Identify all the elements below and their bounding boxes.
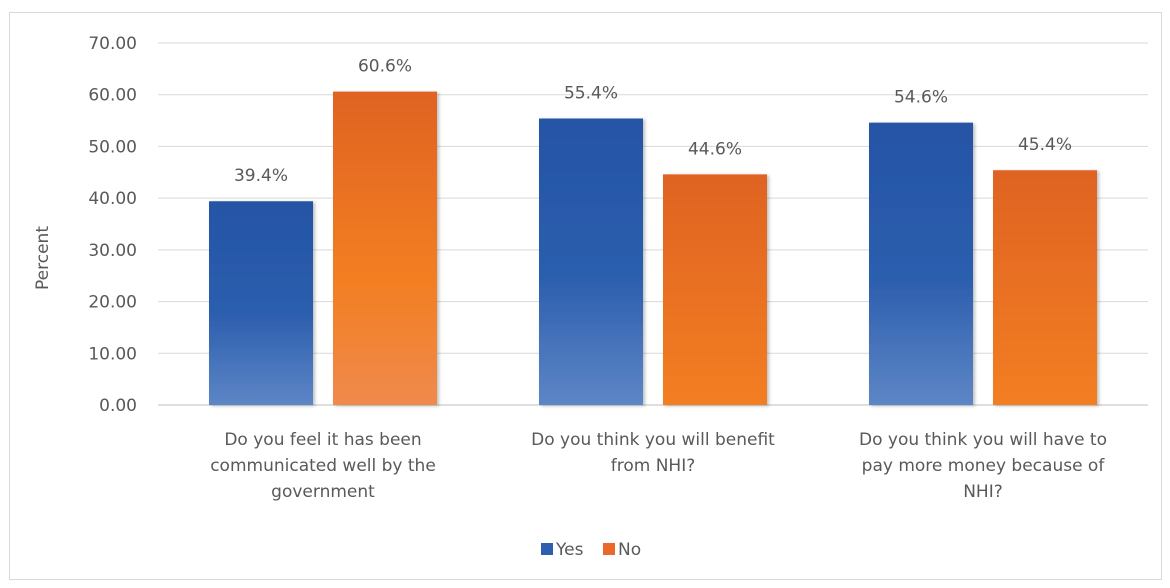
legend-label-no: No [618,540,641,560]
category-label-2: Do you think you will benefit from NHI? [531,430,775,476]
y-axis-title: Percent [33,226,53,290]
category-label-line: Do you think you will have to [859,430,1107,450]
bar-no-3 [993,170,1097,405]
bar-no-1 [333,91,437,406]
category-label-line: pay more money because of [862,456,1106,476]
y-tick-label: 20.00 [88,293,137,313]
category-label-line: Do you think you will benefit [531,430,775,450]
y-tick-label: 30.00 [88,241,137,261]
legend-swatch-yes [541,543,553,555]
category-label-3: Do you think you will have to pay more mo… [859,430,1107,502]
category-label-line: government [271,482,375,502]
data-label-yes-3: 54.6% [894,88,948,108]
bar-yes-1 [209,201,313,405]
legend: Yes No [541,540,641,560]
category-label-line: communicated well by the [210,456,436,476]
y-tick-label: 50.00 [88,137,137,157]
category-label-line: NHI? [963,482,1003,502]
y-tick-label: 40.00 [88,189,137,209]
bars [209,91,1097,406]
legend-swatch-no [603,543,615,555]
data-label-yes-2: 55.4% [564,84,618,104]
data-label-yes-1: 39.4% [234,166,288,186]
x-axis-categories: Do you feel it has been communicated well… [210,430,1107,502]
y-axis-ticks: 0.00 10.00 20.00 30.00 40.00 50.00 60.00 70.00 [88,34,137,416]
y-tick-label: 60.00 [88,86,137,106]
category-label-line: from NHI? [611,456,696,476]
data-label-no-3: 45.4% [1018,135,1072,155]
bar-no-2 [663,174,767,405]
category-label-line: Do you feel it has been [224,430,421,450]
y-tick-label: 70.00 [88,34,137,54]
data-labels: 39.4% 60.6% 55.4% 44.6% 54.6% 45.4% [234,57,1072,187]
legend-label-yes: Yes [555,540,584,560]
data-label-no-2: 44.6% [688,139,742,159]
y-tick-label: 10.00 [88,344,137,364]
data-label-no-1: 60.6% [358,57,412,77]
y-tick-label: 0.00 [99,396,137,416]
bar-yes-2 [539,118,643,405]
gridlines [158,42,1148,406]
bar-yes-3 [869,122,973,405]
category-label-1: Do you feel it has been communicated well… [210,430,436,502]
